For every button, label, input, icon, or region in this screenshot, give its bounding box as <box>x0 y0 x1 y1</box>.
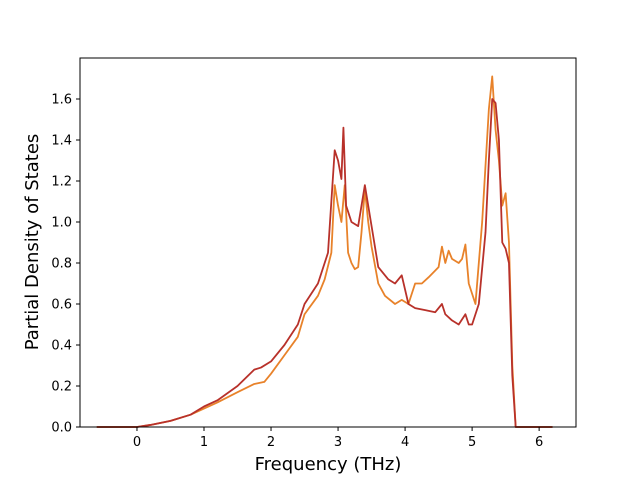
y-tick-label: 1.4 <box>51 134 72 149</box>
y-tick-label: 0.0 <box>51 421 72 436</box>
y-tick-label: 1.2 <box>51 175 72 190</box>
x-tick-label: 6 <box>535 435 543 450</box>
series-layer <box>96 75 553 428</box>
x-tick-label: 4 <box>401 435 409 450</box>
x-tick-label: 1 <box>200 435 208 450</box>
y-tick-label: 0.4 <box>51 339 72 354</box>
y-axis-ticks: 0.0 0.2 0.4 0.6 0.8 1.0 1.2 1.4 1.6 <box>51 93 80 436</box>
y-tick-label: 0.8 <box>51 257 72 272</box>
y-tick-label: 0.6 <box>51 298 72 313</box>
y-tick-label: 1.0 <box>51 216 72 231</box>
x-axis-ticks: 0 1 2 3 4 5 6 <box>133 427 543 450</box>
y-tick-label: 1.6 <box>51 93 72 108</box>
x-axis-label: Frequency (THz) <box>255 454 402 475</box>
y-axis-label: Partial Density of States <box>22 134 43 351</box>
series-line-2 <box>96 98 553 428</box>
y-tick-label: 0.2 <box>51 380 72 395</box>
x-tick-label: 0 <box>133 435 141 450</box>
plot-frame <box>79 57 577 428</box>
x-tick-label: 3 <box>334 435 342 450</box>
x-tick-label: 2 <box>267 435 275 450</box>
series-line-1 <box>96 75 553 428</box>
x-tick-label: 5 <box>468 435 476 450</box>
